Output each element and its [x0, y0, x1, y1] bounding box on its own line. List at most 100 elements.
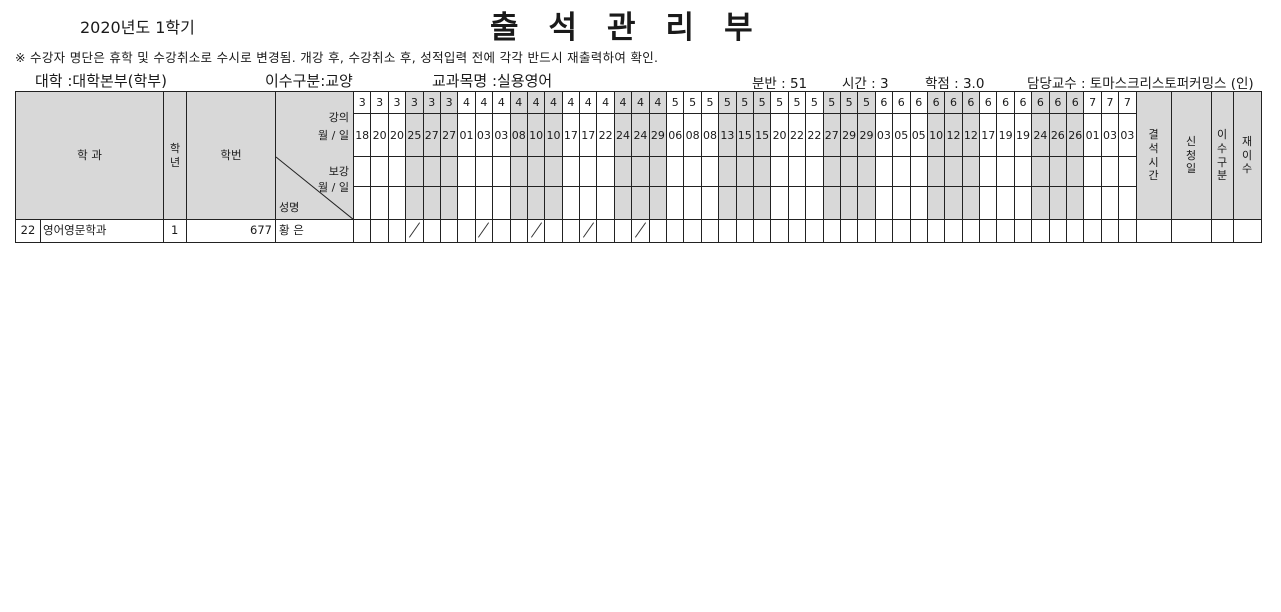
makeup-date-cell[interactable] [700, 186, 720, 220]
makeup-date-cell[interactable] [666, 156, 685, 187]
makeup-date-cell[interactable] [961, 186, 981, 220]
makeup-date-cell[interactable] [735, 186, 754, 220]
attendance-cell[interactable] [422, 219, 441, 243]
attendance-cell[interactable] [700, 219, 720, 243]
makeup-date-cell[interactable] [718, 156, 737, 187]
attendance-cell[interactable] [405, 219, 424, 243]
makeup-date-cell[interactable] [874, 156, 894, 187]
makeup-date-cell[interactable] [718, 186, 737, 220]
makeup-date-cell[interactable] [944, 156, 963, 187]
makeup-date-cell[interactable] [457, 186, 476, 220]
makeup-date-cell[interactable] [822, 186, 841, 220]
makeup-date-cell[interactable] [926, 186, 946, 220]
makeup-date-cell[interactable] [352, 186, 372, 220]
makeup-date-cell[interactable] [648, 156, 668, 187]
makeup-date-cell[interactable] [526, 156, 546, 187]
attendance-cell[interactable] [874, 219, 894, 243]
attendance-cell[interactable] [979, 219, 998, 243]
makeup-date-cell[interactable] [648, 186, 668, 220]
makeup-date-cell[interactable] [631, 186, 650, 220]
makeup-date-cell[interactable] [1066, 156, 1085, 187]
makeup-date-cell[interactable] [752, 186, 772, 220]
makeup-date-cell[interactable] [909, 156, 928, 187]
makeup-date-cell[interactable] [422, 156, 441, 187]
makeup-date-cell[interactable] [1100, 156, 1120, 187]
makeup-date-cell[interactable] [996, 186, 1015, 220]
attendance-cell[interactable] [648, 219, 668, 243]
attendance-cell[interactable] [944, 219, 963, 243]
makeup-date-cell[interactable] [370, 186, 389, 220]
attendance-cell[interactable] [1066, 219, 1085, 243]
makeup-date-cell[interactable] [370, 156, 389, 187]
attendance-cell[interactable] [509, 219, 528, 243]
attendance-cell[interactable] [909, 219, 928, 243]
apply-date-cell[interactable] [1170, 219, 1212, 243]
attendance-cell[interactable] [770, 219, 789, 243]
makeup-date-cell[interactable] [405, 156, 424, 187]
makeup-date-cell[interactable] [613, 156, 633, 187]
attendance-cell[interactable] [961, 219, 981, 243]
makeup-date-cell[interactable] [996, 156, 1015, 187]
makeup-date-cell[interactable] [944, 186, 963, 220]
makeup-date-cell[interactable] [805, 186, 824, 220]
makeup-date-cell[interactable] [544, 186, 563, 220]
makeup-date-cell[interactable] [1048, 156, 1068, 187]
makeup-date-cell[interactable] [874, 186, 894, 220]
makeup-date-cell[interactable] [805, 156, 824, 187]
makeup-date-cell[interactable] [352, 156, 372, 187]
makeup-date-cell[interactable] [422, 186, 441, 220]
attendance-cell[interactable] [839, 219, 859, 243]
makeup-date-cell[interactable] [387, 156, 407, 187]
attendance-cell[interactable] [805, 219, 824, 243]
makeup-date-cell[interactable] [857, 156, 876, 187]
attendance-cell[interactable] [857, 219, 876, 243]
makeup-date-cell[interactable] [579, 156, 598, 187]
makeup-date-cell[interactable] [735, 156, 754, 187]
makeup-date-cell[interactable] [926, 156, 946, 187]
makeup-date-cell[interactable] [839, 156, 859, 187]
makeup-date-cell[interactable] [405, 186, 424, 220]
attendance-cell[interactable] [387, 219, 407, 243]
makeup-date-cell[interactable] [457, 156, 476, 187]
makeup-date-cell[interactable] [439, 186, 459, 220]
makeup-date-cell[interactable] [857, 186, 876, 220]
attendance-cell[interactable] [613, 219, 633, 243]
makeup-date-cell[interactable] [839, 186, 859, 220]
attendance-cell[interactable] [457, 219, 476, 243]
makeup-date-cell[interactable] [526, 186, 546, 220]
makeup-date-cell[interactable] [1118, 186, 1137, 220]
attendance-cell[interactable] [822, 219, 841, 243]
attendance-cell[interactable] [666, 219, 685, 243]
makeup-date-cell[interactable] [509, 186, 528, 220]
attendance-cell[interactable] [892, 219, 911, 243]
makeup-date-cell[interactable] [683, 186, 702, 220]
attendance-cell[interactable] [1083, 219, 1102, 243]
attendance-cell[interactable] [718, 219, 737, 243]
makeup-date-cell[interactable] [509, 156, 528, 187]
attendance-cell[interactable] [561, 219, 581, 243]
makeup-date-cell[interactable] [909, 186, 928, 220]
attendance-cell[interactable] [1031, 219, 1050, 243]
attendance-cell[interactable] [474, 219, 494, 243]
attendance-cell[interactable] [370, 219, 389, 243]
makeup-date-cell[interactable] [752, 156, 772, 187]
attendance-cell[interactable] [1048, 219, 1068, 243]
makeup-date-cell[interactable] [596, 186, 615, 220]
makeup-date-cell[interactable] [892, 156, 911, 187]
attendance-cell[interactable] [1118, 219, 1137, 243]
makeup-date-cell[interactable] [474, 186, 494, 220]
attendance-cell[interactable] [1100, 219, 1120, 243]
makeup-date-cell[interactable] [892, 186, 911, 220]
makeup-date-cell[interactable] [1013, 186, 1033, 220]
makeup-date-cell[interactable] [579, 186, 598, 220]
makeup-date-cell[interactable] [770, 186, 789, 220]
makeup-date-cell[interactable] [561, 186, 581, 220]
attendance-cell[interactable] [579, 219, 598, 243]
makeup-date-cell[interactable] [770, 156, 789, 187]
makeup-date-cell[interactable] [787, 156, 807, 187]
makeup-date-cell[interactable] [613, 186, 633, 220]
makeup-date-cell[interactable] [1031, 186, 1050, 220]
attendance-cell[interactable] [544, 219, 563, 243]
makeup-date-cell[interactable] [1048, 186, 1068, 220]
attendance-cell[interactable] [996, 219, 1015, 243]
